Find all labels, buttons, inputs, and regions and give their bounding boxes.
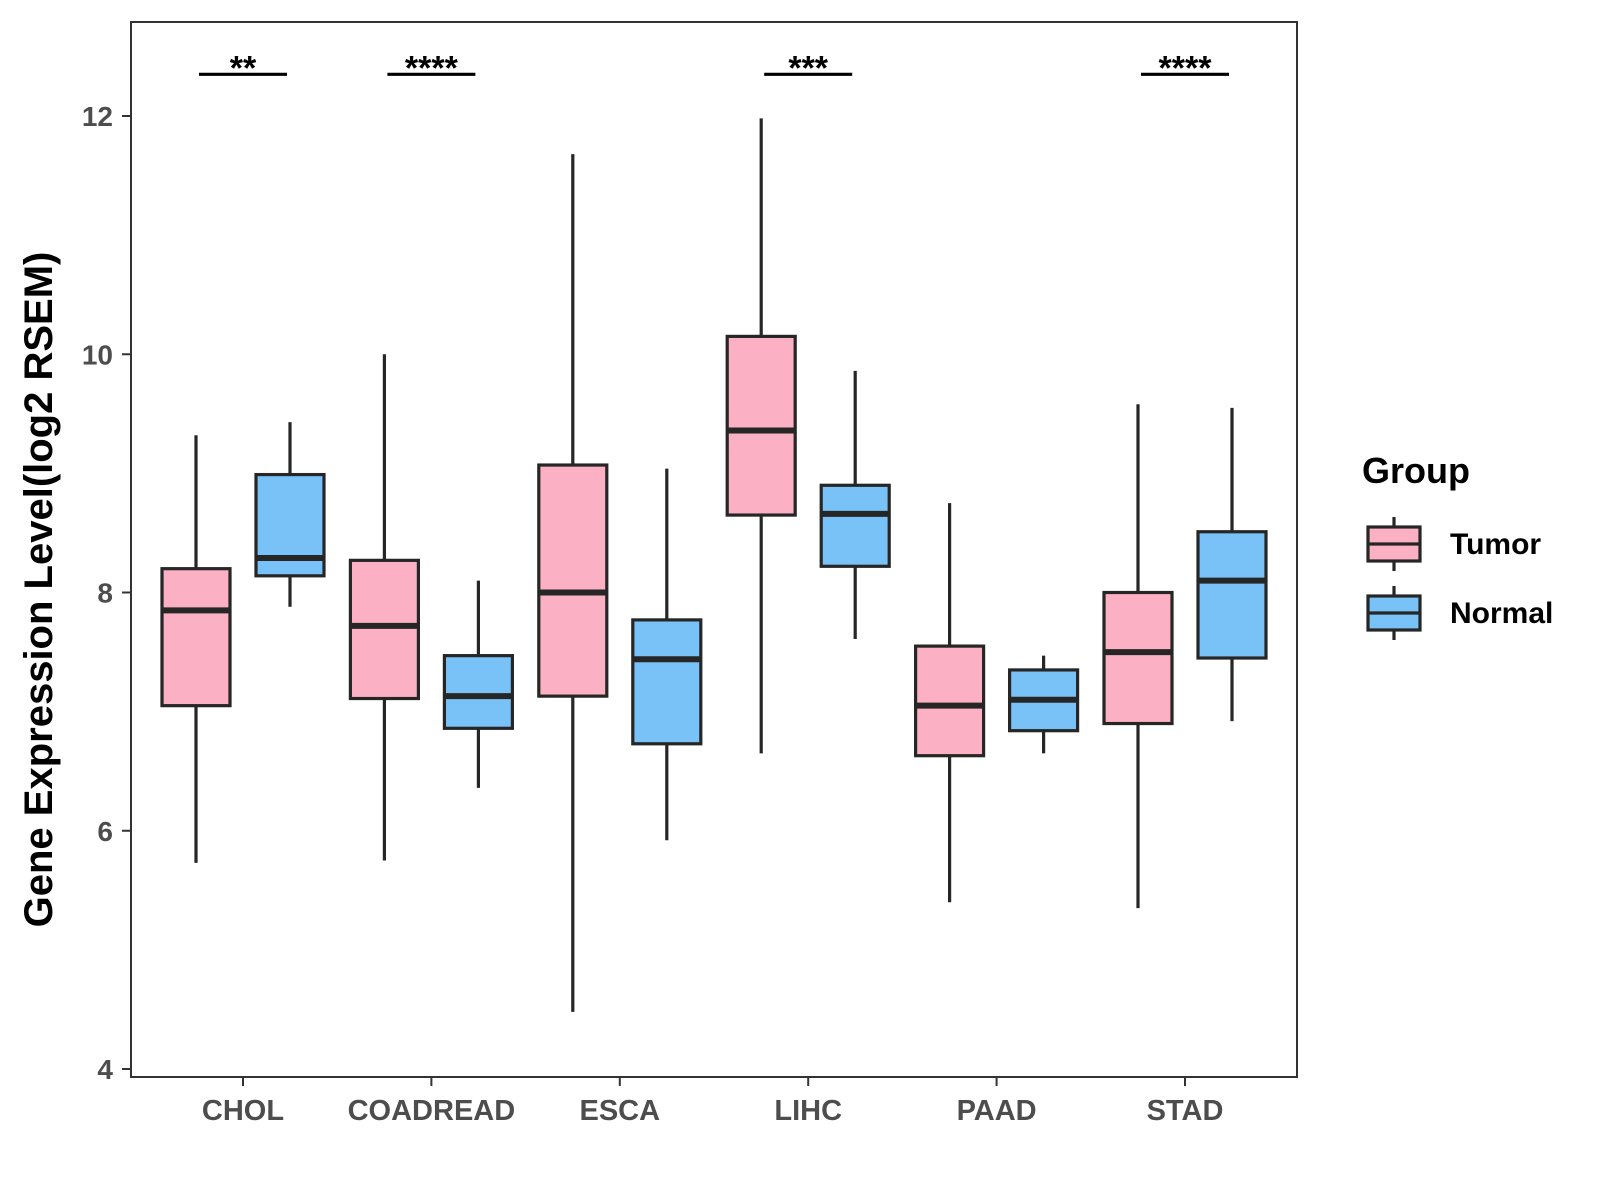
box-body (348, 558, 420, 701)
x-tick-label: STAD (1147, 1095, 1224, 1127)
legend-item-normal: Normal (1366, 586, 1553, 640)
x-tick-label: PAAD (957, 1095, 1037, 1127)
legend-label-tumor: Tumor (1450, 528, 1541, 561)
significance-chol: ** (199, 49, 287, 87)
box-body (442, 654, 514, 730)
box-tumor-esca (537, 154, 609, 1012)
box-tumor-lihc (725, 118, 797, 754)
box-normal-lihc (819, 370, 891, 639)
box-body (537, 463, 609, 698)
y-tick-label: 8 (97, 578, 113, 609)
y-tick-label: 12 (82, 101, 113, 132)
x-tick-label: COADREAD (348, 1095, 516, 1127)
y-axis-title: Gene Expression Level(log2 RSEM) (17, 252, 61, 928)
panel-border (130, 21, 1298, 1078)
legend-item-tumor: Tumor (1366, 517, 1541, 571)
y-tick-label: 4 (97, 1054, 113, 1085)
box-tumor-paad (913, 503, 986, 903)
y-tick-label: 10 (82, 339, 113, 370)
boxes-layer (160, 118, 1268, 1012)
box-tumor-coadread (348, 354, 420, 861)
box-body (1102, 590, 1174, 726)
box-body (1196, 530, 1268, 660)
legend-label-normal: Normal (1450, 597, 1553, 630)
box-normal-coadread (442, 580, 514, 788)
box-body (819, 483, 891, 568)
legend: Group Tumor Normal (1362, 450, 1553, 640)
box-normal-chol (254, 422, 326, 607)
box-normal-paad (1007, 655, 1080, 754)
box-tumor-stad (1102, 404, 1174, 909)
legend-title: Group (1362, 450, 1470, 491)
box-normal-esca (631, 468, 703, 841)
significance-layer: ** **** *** **** (199, 49, 1229, 87)
y-tick-label: 6 (97, 816, 113, 847)
significance-label: **** (1159, 49, 1213, 87)
box-tumor-chol (160, 435, 232, 863)
significance-label: **** (405, 49, 459, 87)
box-body (725, 334, 797, 517)
box-body (631, 618, 703, 746)
x-tick-label: CHOL (202, 1095, 284, 1127)
significance-coadread: **** (387, 49, 476, 87)
significance-label: *** (788, 49, 828, 87)
x-tick-label: ESCA (580, 1095, 661, 1127)
box-body (160, 567, 232, 708)
significance-stad: **** (1141, 49, 1229, 87)
box-normal-stad (1196, 407, 1268, 722)
significance-label: ** (230, 49, 257, 87)
x-tick-label: LIHC (774, 1095, 842, 1127)
axes-layer: 4 6 8 10 12 CHOL COADREAD ESCA LIHC PAAD STAD (82, 101, 1224, 1127)
box-body (913, 644, 986, 758)
significance-lihc: *** (764, 49, 853, 87)
